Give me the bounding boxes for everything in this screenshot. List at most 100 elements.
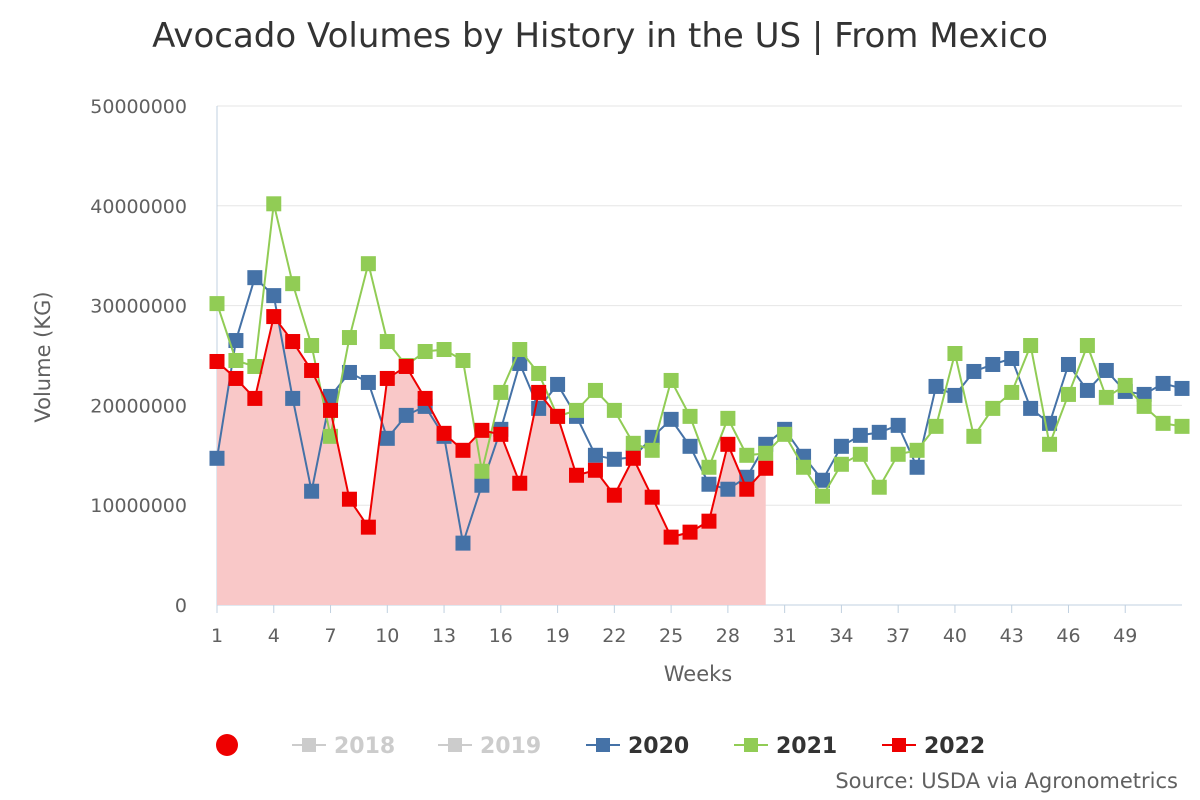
point-2022 [304, 362, 320, 378]
point-2021 [587, 382, 603, 398]
point-2021 [569, 402, 585, 418]
point-2022 [625, 450, 641, 466]
point-2022 [720, 436, 736, 452]
legend-square-icon [744, 738, 758, 752]
point-2021 [360, 256, 376, 272]
point-2020 [266, 288, 282, 304]
legend-label: 2019 [480, 734, 541, 759]
y-tick-labels: 0 10000000 20000000 30000000 40000000 5000000… [90, 96, 187, 617]
x-tick-label: 19 [545, 625, 569, 647]
point-2022 [550, 408, 566, 424]
point-2020 [909, 459, 925, 475]
legend-item-2018[interactable]: 2018 [292, 734, 395, 759]
x-tick-label: 34 [829, 625, 853, 647]
point-2022 [758, 460, 774, 476]
point-2020 [1155, 375, 1171, 391]
x-tick-label: 13 [432, 625, 456, 647]
point-2020 [890, 417, 906, 433]
point-2022 [531, 384, 547, 400]
point-2021 [1117, 377, 1133, 393]
point-2022 [266, 309, 282, 325]
point-2020 [341, 364, 357, 380]
point-2021 [852, 446, 868, 462]
point-2020 [720, 481, 736, 497]
point-2021 [417, 344, 433, 360]
x-tick-label: 10 [375, 625, 399, 647]
point-2021 [909, 442, 925, 458]
point-2021 [928, 418, 944, 434]
point-2020 [701, 476, 717, 492]
point-2020 [587, 447, 603, 463]
legend-square-icon [302, 738, 316, 752]
legend-square-icon [448, 738, 462, 752]
point-2020 [985, 356, 1001, 372]
point-2022 [455, 442, 471, 458]
y-tick-label: 30000000 [90, 296, 187, 318]
point-2020 [1023, 400, 1039, 416]
series-2021 [209, 196, 1190, 504]
point-2022 [341, 491, 357, 507]
point-2021 [531, 365, 547, 381]
point-2020 [550, 376, 566, 392]
point-2021 [379, 334, 395, 350]
point-2022 [247, 390, 263, 406]
point-2021 [474, 463, 490, 479]
point-2021 [682, 408, 698, 424]
point-2022 [644, 489, 660, 505]
point-2020 [1004, 350, 1020, 366]
point-2021 [209, 296, 225, 312]
point-2022 [739, 481, 755, 497]
point-2020 [814, 472, 830, 488]
point-2022 [474, 422, 490, 438]
point-2021 [512, 342, 528, 358]
point-2021 [985, 400, 1001, 416]
point-2022 [569, 467, 585, 483]
point-2021 [606, 402, 622, 418]
y-tick-label: 0 [175, 595, 187, 617]
legend-item-2021[interactable]: 2021 [734, 734, 837, 759]
point-2020 [1098, 362, 1114, 378]
point-2022 [285, 334, 301, 350]
point-2020 [852, 427, 868, 443]
x-tick-label: 22 [602, 625, 626, 647]
legend-item-2022[interactable]: 2022 [882, 734, 985, 759]
point-2020 [966, 363, 982, 379]
x-tick-label: 25 [659, 625, 683, 647]
point-2021 [777, 426, 793, 442]
point-2021 [890, 446, 906, 462]
x-tick-labels: 1 4 7 10 13 16 19 22 25 28 31 34 37 40 43 46 49 [211, 605, 1137, 647]
legend-label: 2018 [334, 734, 395, 759]
legend-item-2019[interactable]: 2019 [438, 734, 541, 759]
x-tick-label: 49 [1113, 625, 1137, 647]
point-2021 [739, 447, 755, 463]
area-2022 [217, 316, 766, 605]
y-axis-title: Volume (KG) [31, 291, 55, 422]
legend-label: 2022 [924, 734, 985, 759]
point-2021 [1042, 436, 1058, 452]
point-2021 [871, 479, 887, 495]
point-2021 [1079, 338, 1095, 354]
point-2021 [644, 442, 660, 458]
point-2022 [701, 513, 717, 529]
point-2021 [796, 459, 812, 475]
point-2022 [436, 425, 452, 441]
x-axis-title: Weeks [664, 662, 732, 686]
legend-dot-icon [216, 734, 238, 756]
point-2021 [833, 456, 849, 472]
legend-item-2020[interactable]: 2020 [586, 734, 689, 759]
point-2022 [417, 390, 433, 406]
point-2020 [833, 438, 849, 454]
area-layer [217, 316, 766, 605]
point-2022 [379, 370, 395, 386]
point-2021 [1004, 384, 1020, 400]
point-2022 [209, 353, 225, 369]
point-2020 [209, 450, 225, 466]
point-2021 [1098, 389, 1114, 405]
point-2021 [493, 384, 509, 400]
x-tick-label: 37 [886, 625, 910, 647]
point-2020 [323, 388, 339, 404]
point-2020 [228, 333, 244, 349]
point-2020 [663, 411, 679, 427]
x-tick-label: 28 [716, 625, 740, 647]
